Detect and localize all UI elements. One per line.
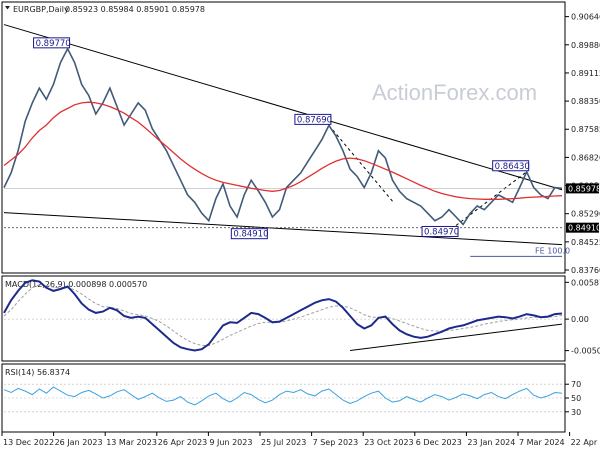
price-callouts: 0.89770 0.87690 0.84910 0.84970 0.86430 — [33, 37, 530, 240]
macd-tick-label: 0.00 — [571, 315, 589, 324]
macd-trendline — [350, 323, 563, 351]
x-tick-label: 7 Mar 2024 — [519, 438, 565, 447]
callout-box — [294, 113, 332, 125]
callout-label: 0.89770 — [36, 39, 71, 49]
fib-projection-dashed — [328, 125, 393, 202]
price-tick-label: 0.83760 — [571, 266, 600, 275]
last-price-tag-box — [566, 183, 599, 194]
macd-y-axis: 0.00587 0.00 -0.005021 — [565, 278, 600, 356]
x-tick-label: 26 Apr 2023 — [158, 438, 207, 447]
rsi-y-axis: 70 50 30 — [4, 380, 581, 417]
callout-box — [230, 228, 268, 240]
moving-average-line — [3, 101, 563, 200]
x-tick-label: 26 Jan 2023 — [55, 438, 103, 447]
callout-box — [492, 160, 530, 172]
lower-trendline — [3, 212, 563, 246]
rsi-tick-label: 30 — [571, 408, 581, 417]
callout-label: 0.86430 — [495, 162, 530, 172]
macd-signal-line — [3, 284, 563, 346]
chart-header: EURGBP,Daily 0.85923 0.85984 0.85901 0.8… — [5, 5, 205, 14]
price-callout: 0.89770 — [33, 37, 71, 49]
macd-header: MACD(12,26,9) 0.000898 0.000570 — [5, 280, 147, 289]
macd-title: MACD(12,26,9) 0.000898 0.000570 — [5, 280, 147, 289]
callout-box — [33, 37, 71, 49]
x-tick-label: 13 Dec 2022 — [3, 438, 54, 447]
price-tick-label: 0.89115 — [571, 69, 600, 78]
price-panel-frame — [1, 1, 566, 274]
rsi-tick-label: 70 — [571, 380, 581, 389]
callout-label: 0.84910 — [233, 230, 268, 240]
fib-label: FE 100.0 — [535, 246, 570, 255]
callout-label: 0.84970 — [424, 227, 459, 237]
x-tick-label: 22 Apr 2024 — [571, 438, 600, 447]
macd-tick-label: 0.00587 — [571, 278, 600, 287]
rsi-tick-label: 50 — [571, 394, 581, 403]
chart-symbol: EURGBP,Daily — [13, 5, 69, 14]
watermark-text: ActionForex.com — [372, 80, 537, 105]
rsi-header: RSI(14) 56.8374 — [5, 368, 70, 377]
chart-ohlc: 0.85923 0.85984 0.85901 0.85978 — [65, 5, 205, 14]
price-callout: 0.87690 — [294, 113, 332, 125]
macd-line — [3, 279, 563, 352]
price-callout: 0.84910 — [230, 228, 268, 240]
x-tick-label: 23 Oct 2023 — [364, 438, 413, 447]
price-tick-label: 0.90646 — [571, 13, 600, 22]
x-tick-label: 9 Jun 2023 — [209, 438, 252, 447]
trendlines: FE 100.0 — [3, 24, 570, 257]
x-tick-label: 13 Mar 2023 — [106, 438, 157, 447]
support-level-tag-box — [566, 222, 599, 233]
rsi-line — [3, 386, 563, 406]
x-axis: 13 Dec 2022 26 Jan 2023 13 Mar 2023 26 Apr … — [1, 432, 600, 447]
support-level-tag: 0.84910 — [568, 224, 600, 233]
price-tags: 0.85978 0.84910 — [566, 183, 600, 233]
price-callout: 0.86430 — [492, 160, 530, 172]
price-callout: 0.84970 — [421, 225, 459, 237]
x-tick-label: 7 Sep 2023 — [313, 438, 359, 447]
rsi-panel-frame — [1, 363, 566, 433]
x-tick-label: 6 Dec 2023 — [416, 438, 462, 447]
price-tick-label: 0.84525 — [571, 238, 600, 247]
callout-box — [421, 225, 459, 237]
last-price-tag: 0.85978 — [568, 184, 600, 193]
price-tick-label: 0.87585 — [571, 125, 600, 134]
rsi-series — [3, 386, 563, 406]
callout-label: 0.87690 — [297, 115, 332, 125]
dropdown-triangle-icon — [5, 6, 10, 10]
rsi-title: RSI(14) 56.8374 — [5, 368, 70, 377]
upper-trendline — [3, 24, 563, 191]
price-line — [3, 47, 563, 226]
x-tick-label: 25 Jul 2023 — [261, 438, 306, 447]
macd-series — [3, 279, 563, 352]
x-tick-label: 23 Jan 2024 — [467, 438, 515, 447]
price-series — [3, 47, 563, 226]
macd-tick-label: -0.005021 — [571, 347, 600, 356]
